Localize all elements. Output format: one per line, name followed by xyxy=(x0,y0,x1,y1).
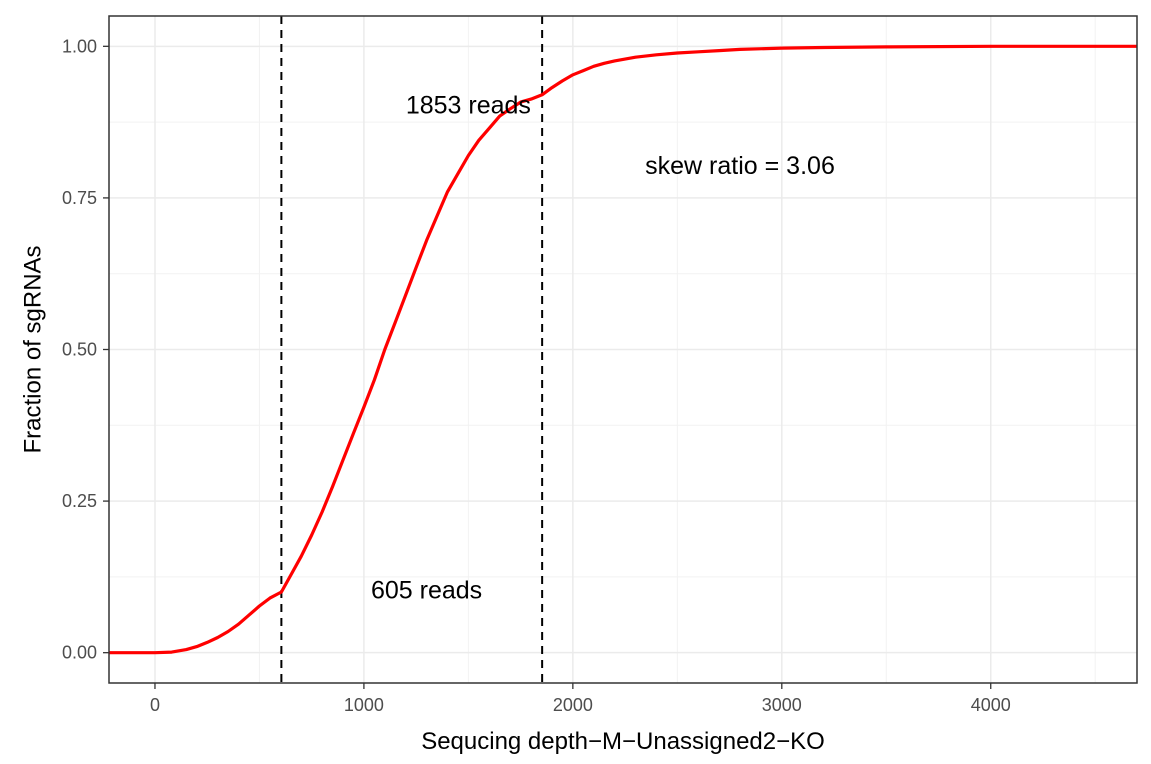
x-tick-label: 1000 xyxy=(344,695,384,715)
y-axis-title: Fraction of sgRNAs xyxy=(19,245,46,453)
annotations: 1853 reads 605 reads skew ratio = 3.06 xyxy=(371,92,835,605)
y-tick-label: 0.25 xyxy=(62,491,97,511)
y-tick-label: 0.75 xyxy=(62,188,97,208)
y-tick-label: 0.00 xyxy=(62,643,97,663)
y-tick-label: 0.50 xyxy=(62,340,97,360)
x-tick-label: 0 xyxy=(150,695,160,715)
x-tick-label: 4000 xyxy=(971,695,1011,715)
x-axis: 0 1000 2000 3000 4000 xyxy=(150,683,1011,715)
y-tick-label: 1.00 xyxy=(62,36,97,56)
x-tick-label: 2000 xyxy=(553,695,593,715)
annotation-1: 605 reads xyxy=(371,577,482,605)
y-axis: 0.00 0.25 0.50 0.75 1.00 xyxy=(62,36,109,663)
x-tick-label: 3000 xyxy=(762,695,802,715)
annotation-0: 1853 reads xyxy=(406,92,531,120)
series-line-0 xyxy=(109,44,1137,655)
series-layer xyxy=(109,44,1137,655)
x-axis-title: Sequcing depth−M−Unassigned2−KO xyxy=(421,728,825,755)
annotation-2: skew ratio = 3.06 xyxy=(645,152,835,180)
grid xyxy=(109,16,1137,683)
